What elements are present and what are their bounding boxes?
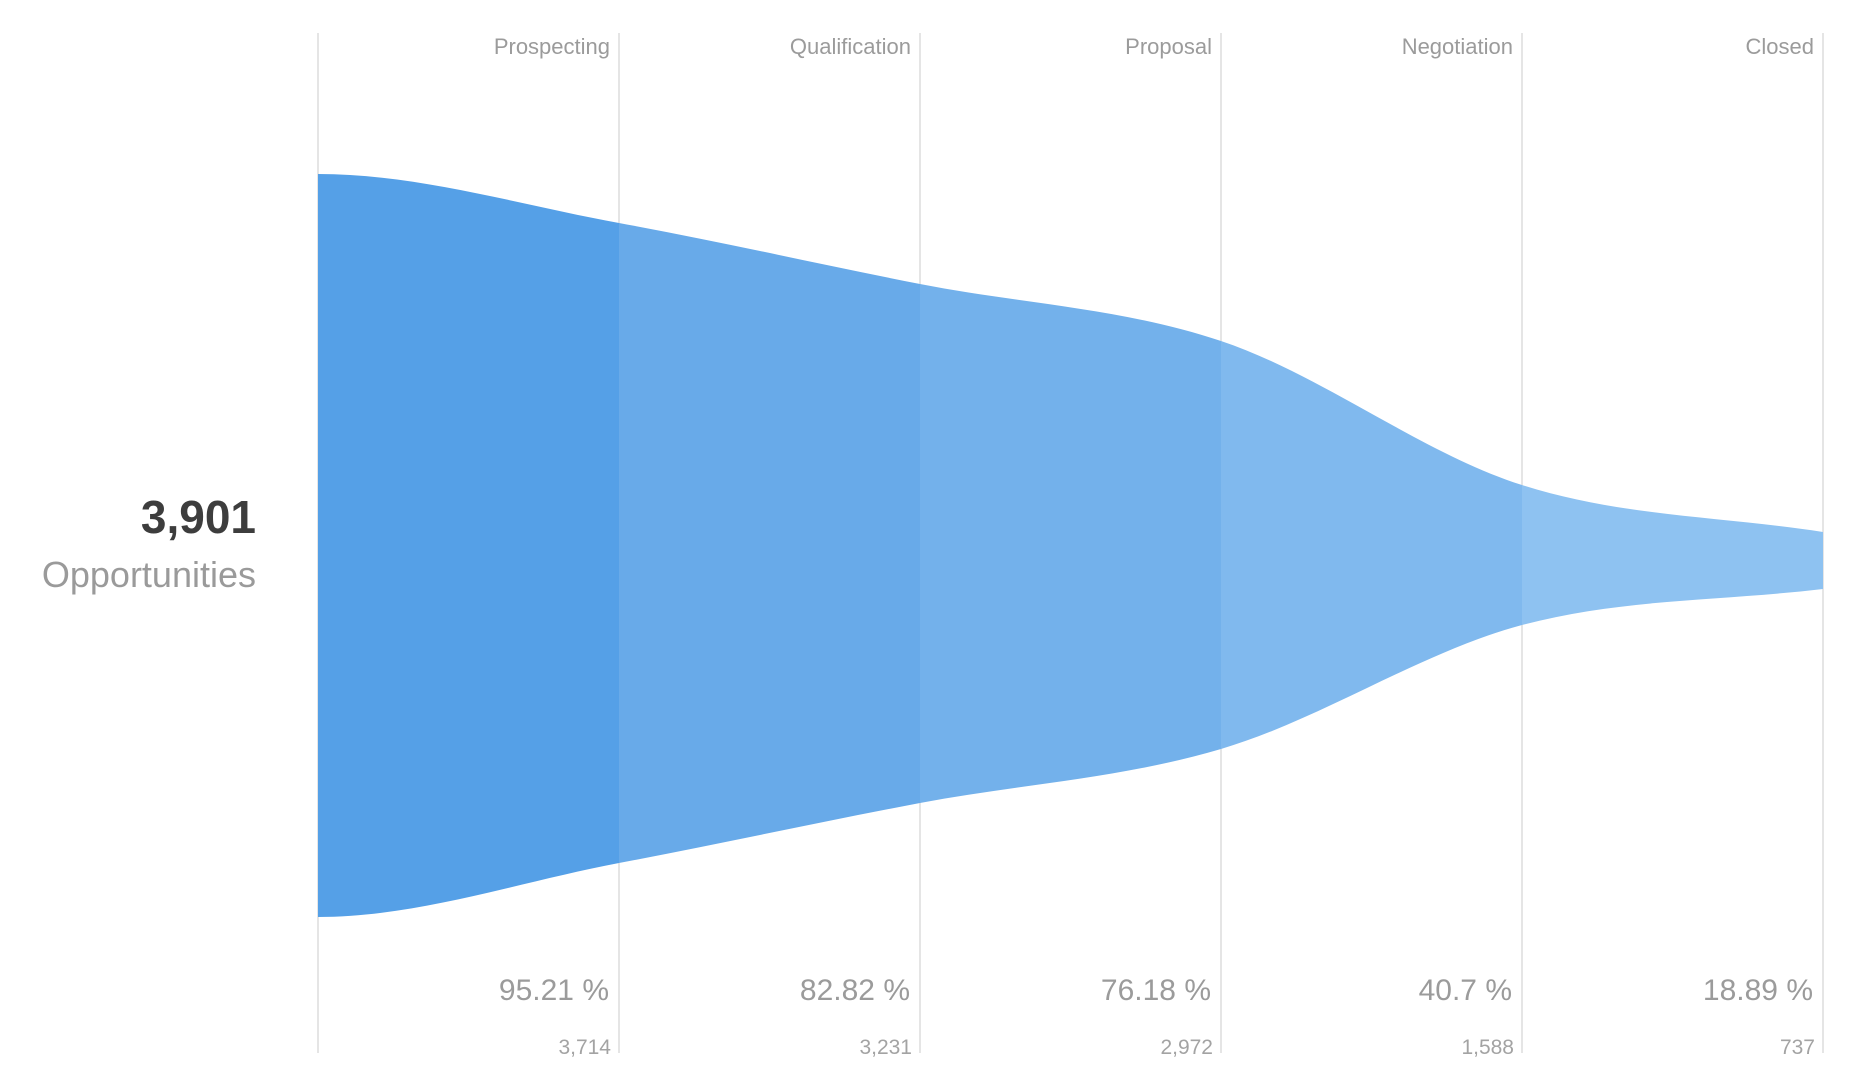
stage-percent: 82.82 % — [799, 974, 910, 1007]
stage-percent: 95.21 % — [498, 974, 609, 1007]
opportunity-count: 3,901 — [140, 491, 256, 543]
stage-col-closed: Closed 18.89 % 737 — [1522, 0, 1823, 1092]
stage-label: Proposal — [1125, 34, 1212, 59]
stage-label: Negotiation — [1401, 34, 1513, 59]
funnel-segment-proposal[interactable] — [920, 284, 1221, 803]
stage-label: Prospecting — [493, 34, 610, 59]
funnel-segment-qualification[interactable] — [619, 223, 920, 863]
stage-percent: 76.18 % — [1100, 974, 1211, 1007]
stage-col-prospecting: Prospecting 95.21 % 3,714 — [318, 0, 619, 1092]
stage-percent: 40.7 % — [1418, 974, 1512, 1007]
funnel-segment-prospecting[interactable] — [318, 174, 619, 917]
funnel-summary: 3,901 Opportunities — [0, 492, 256, 596]
stage-value: 3,714 — [558, 1036, 611, 1059]
stage-col-qualification: Qualification 82.82 % 3,231 — [619, 0, 920, 1092]
funnel-segment-closed[interactable] — [1522, 485, 1823, 625]
stage-value: 1,588 — [1461, 1036, 1514, 1059]
stage-label: Qualification — [789, 34, 911, 59]
stage-percent: 18.89 % — [1702, 974, 1813, 1007]
stage-label: Closed — [1745, 34, 1814, 59]
stage-col-proposal: Proposal 76.18 % 2,972 — [920, 0, 1221, 1092]
stage-value: 2,972 — [1160, 1036, 1213, 1059]
opportunity-count-label: Opportunities — [41, 554, 256, 595]
stage-col-negotiation: Negotiation 40.7 % 1,588 — [1221, 0, 1522, 1092]
funnel-segment-negotiation[interactable] — [1221, 341, 1522, 749]
stage-value: 3,231 — [859, 1036, 912, 1059]
stage-value: 737 — [1779, 1036, 1815, 1059]
